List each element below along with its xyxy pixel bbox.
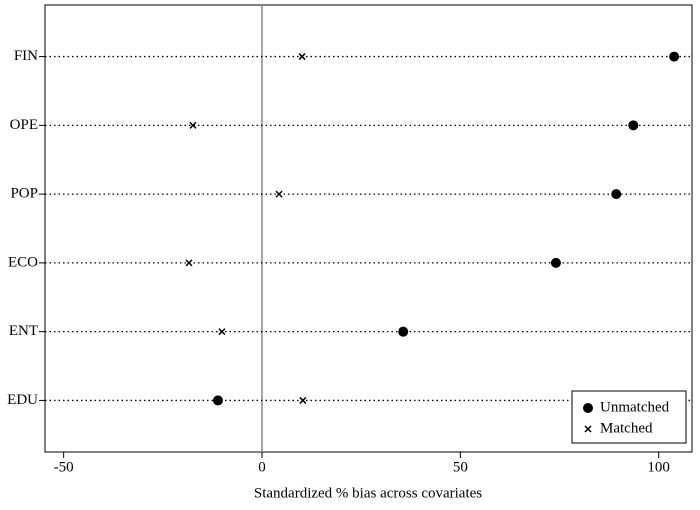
x-tick-label: 50: [453, 459, 468, 475]
legend-box: [571, 390, 687, 444]
x-mark: [584, 425, 592, 433]
dot: [628, 120, 639, 131]
y-tick-label: FIN: [14, 48, 38, 64]
legend-label: Matched: [600, 420, 653, 436]
x-mark: [275, 190, 283, 198]
legend-item: Unmatched: [583, 399, 670, 415]
y-tick-label: ENT: [9, 323, 38, 339]
x-tick-label: 0: [258, 459, 266, 475]
x-tick-label: -50: [54, 459, 74, 475]
dot: [583, 403, 593, 413]
y-tick-label: OPE: [10, 117, 38, 133]
y-tick-label: ECO: [8, 254, 38, 270]
legend-item: Matched: [584, 420, 653, 436]
x-mark: [218, 328, 226, 336]
legend-label: Unmatched: [600, 399, 670, 415]
x-mark: [189, 121, 197, 129]
x-axis-label: Standardized % bias across covariates: [254, 485, 482, 501]
dot: [550, 257, 561, 268]
dot: [669, 51, 680, 62]
x-mark: [299, 396, 307, 404]
x-mark: [185, 259, 193, 267]
dot: [212, 395, 223, 406]
y-tick-label: EDU: [7, 392, 38, 408]
y-tick-label: POP: [10, 186, 38, 202]
dot: [398, 326, 409, 337]
x-mark: [298, 53, 306, 61]
x-tick-label: 100: [647, 459, 670, 475]
dot: [611, 189, 622, 200]
plot-frame: [44, 4, 693, 453]
